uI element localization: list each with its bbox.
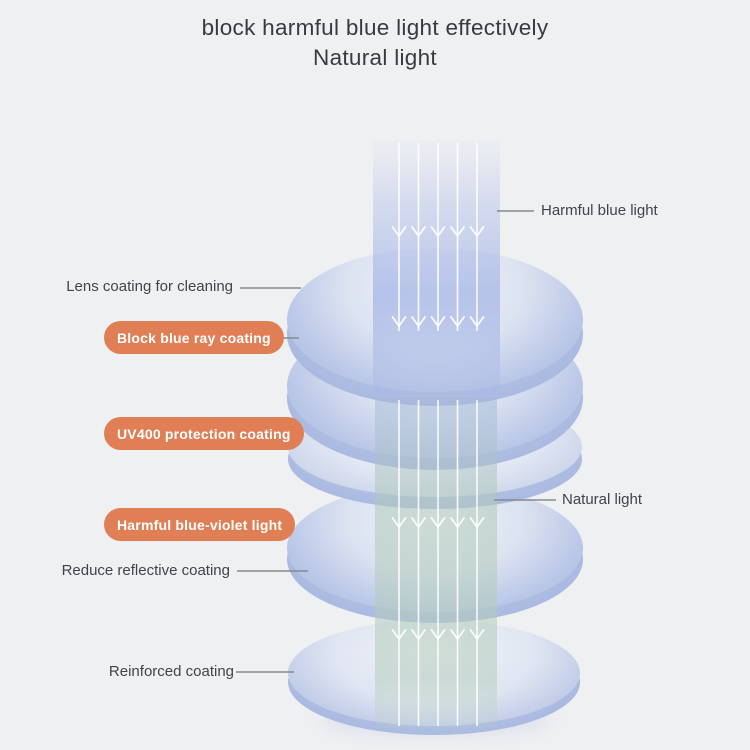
pill-harmful-blue-violet-light: Harmful blue-violet light [104,508,296,541]
down-arrow-icon [411,226,426,237]
label-reinforced-coating: Reinforced coating [108,663,234,680]
label-harmful-blue-light: Harmful blue light [541,202,658,219]
pill-uv400-protection-coating: UV400 protection coating [104,417,304,450]
lens-layer-cleaning-coating [287,248,583,406]
pill-block-blue-ray-coating: Block blue ray coating [104,321,284,354]
title-block: block harmful blue light effectively Nat… [0,13,750,73]
lens-layer-face [287,248,583,392]
down-arrow-icon [450,226,465,237]
page-subtitle: Natural light [313,45,437,70]
label-lens-coating-for-cleaning: Lens coating for cleaning [66,278,233,295]
page-title: block harmful blue light effectively [201,15,549,40]
lens-layer-reinforced [288,620,580,735]
down-arrow-icon [430,226,446,237]
label-natural-light: Natural light [562,491,643,508]
label-reduce-reflective-coating: Reduce reflective coating [61,562,230,579]
lens-layer-face [288,620,580,726]
down-arrow-icon [469,226,485,237]
down-arrow-icon [391,226,407,237]
